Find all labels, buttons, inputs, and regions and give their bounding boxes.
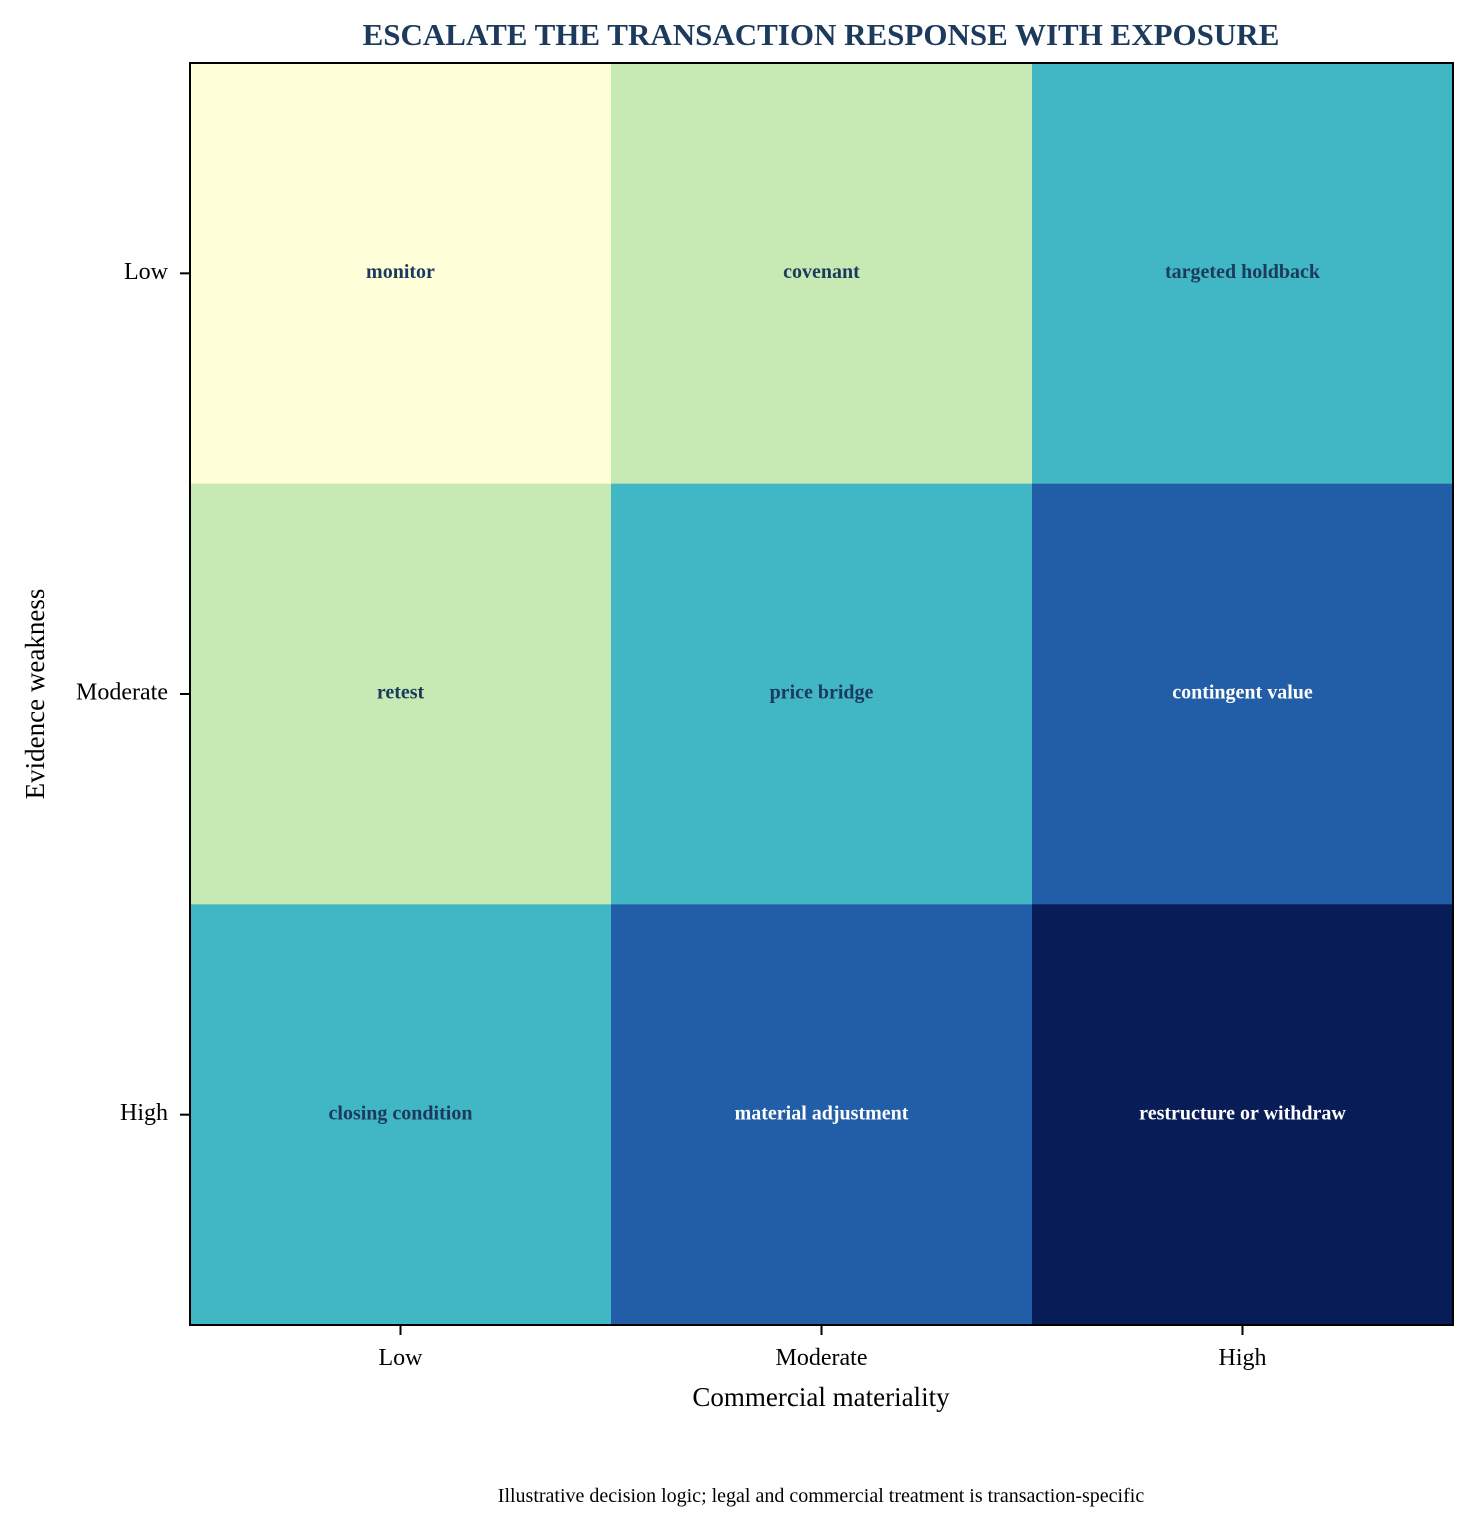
x-tick-label: High — [1219, 1345, 1267, 1371]
cell-label: covenant — [783, 261, 860, 283]
y-tick-label: High — [120, 1100, 168, 1126]
x-axis-label: Commercial materiality — [692, 1382, 950, 1412]
cell-label: contingent value — [1172, 682, 1313, 704]
heatmap-cell — [1032, 483, 1454, 905]
y-tick-label: Low — [124, 259, 169, 285]
heatmap-cells — [190, 63, 1454, 1326]
cell-label: restructure or withdraw — [1139, 1102, 1346, 1124]
cell-label: monitor — [366, 261, 435, 283]
heatmap-cell — [1032, 904, 1454, 1326]
heatmap-cell — [611, 904, 1033, 1326]
x-tick-label: Low — [379, 1345, 424, 1371]
cell-label: price bridge — [770, 682, 874, 704]
cell-label: material adjustment — [735, 1102, 909, 1124]
heatmap-cell — [611, 63, 1033, 485]
cell-label: closing condition — [329, 1102, 473, 1124]
y-axis: Low Moderate High — [76, 259, 190, 1126]
cell-label: targeted holdback — [1165, 261, 1321, 283]
heatmap-cell-labels: monitor covenant targeted holdback retest pr… — [329, 261, 1347, 1124]
y-axis-label: Evidence weakness — [20, 589, 50, 800]
x-tick-label: Moderate — [776, 1345, 868, 1371]
heatmap-cell — [190, 63, 612, 485]
heatmap-cell — [611, 483, 1033, 905]
heatmap-cell — [190, 483, 612, 905]
heatmap-cell — [1032, 63, 1454, 485]
cell-label: retest — [377, 682, 425, 704]
footnote: Illustrative decision logic; legal and c… — [498, 1485, 1145, 1507]
heatmap-cell — [190, 904, 612, 1326]
chart-title: ESCALATE THE TRANSACTION RESPONSE WITH E… — [363, 17, 1280, 52]
y-tick-label: Moderate — [76, 680, 168, 706]
x-axis: Low Moderate High — [379, 1325, 1267, 1371]
